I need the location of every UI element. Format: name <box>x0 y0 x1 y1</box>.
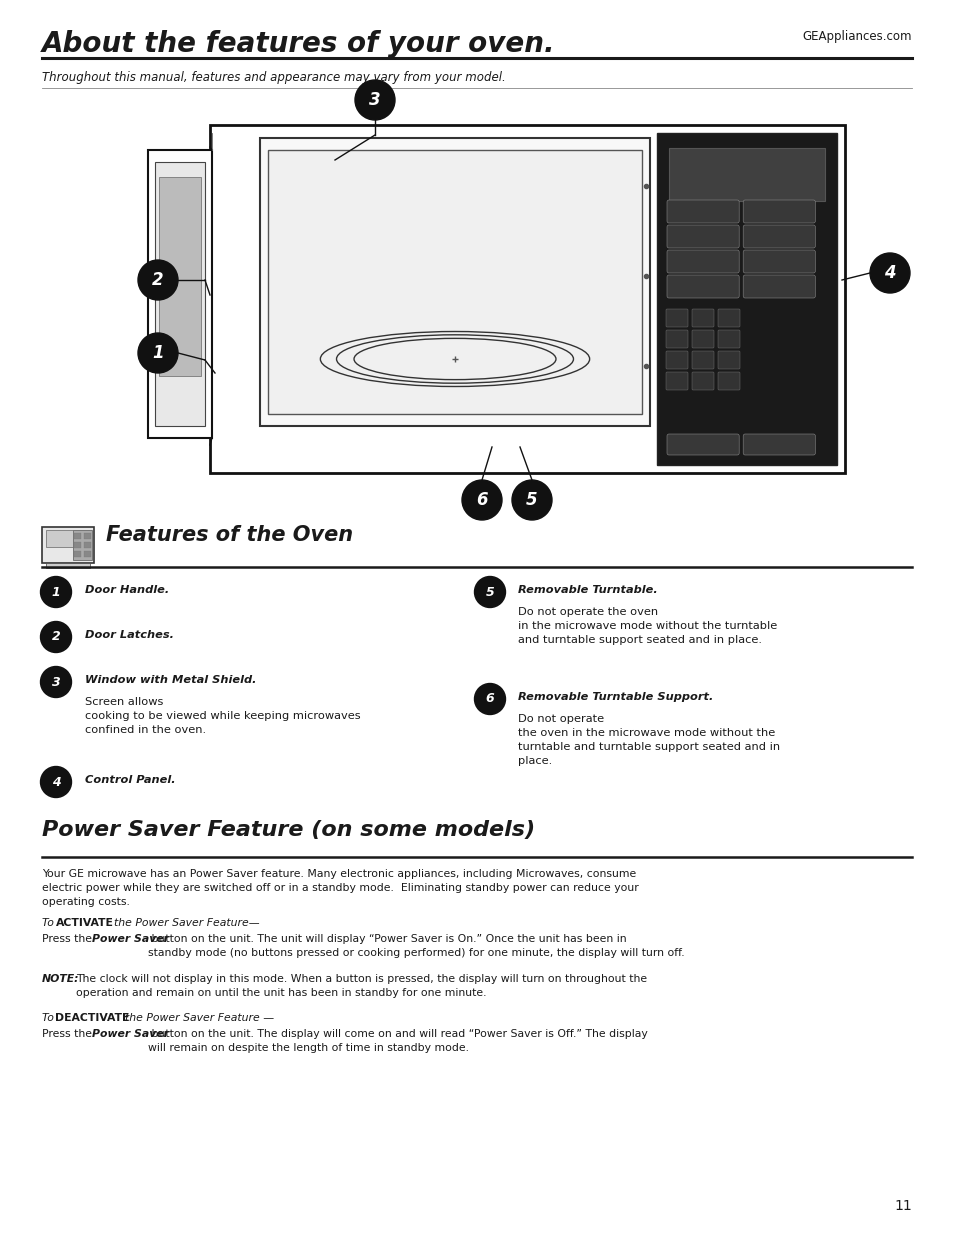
FancyBboxPatch shape <box>718 330 740 348</box>
FancyBboxPatch shape <box>665 351 687 369</box>
Text: Power Saver Feature (on some models): Power Saver Feature (on some models) <box>42 820 535 840</box>
FancyBboxPatch shape <box>718 351 740 369</box>
Text: The clock will not display in this mode. When a button is pressed, the display w: The clock will not display in this mode.… <box>76 974 647 998</box>
FancyBboxPatch shape <box>718 372 740 390</box>
Circle shape <box>40 767 71 798</box>
Bar <box>154 162 205 426</box>
Text: Do not operate the oven
in the microwave mode without the turntable
and turntabl: Do not operate the oven in the microwave… <box>517 606 777 645</box>
Text: About the features of your oven.: About the features of your oven. <box>42 30 555 58</box>
FancyBboxPatch shape <box>691 351 713 369</box>
Text: 5: 5 <box>485 585 494 599</box>
Circle shape <box>40 621 71 652</box>
Bar <box>46 563 90 568</box>
FancyBboxPatch shape <box>666 249 739 273</box>
Text: To: To <box>42 918 57 927</box>
FancyBboxPatch shape <box>665 330 687 348</box>
Text: Power Saver: Power Saver <box>91 1029 169 1039</box>
Text: Door Latches.: Door Latches. <box>85 630 173 640</box>
Text: 11: 11 <box>893 1199 911 1213</box>
Text: 6: 6 <box>485 693 494 705</box>
Circle shape <box>40 577 71 608</box>
Text: Removable Turntable.: Removable Turntable. <box>517 585 657 595</box>
FancyBboxPatch shape <box>718 309 740 327</box>
Circle shape <box>461 480 501 520</box>
FancyBboxPatch shape <box>666 433 739 454</box>
FancyBboxPatch shape <box>691 309 713 327</box>
Text: ACTIVATE: ACTIVATE <box>55 918 113 927</box>
FancyBboxPatch shape <box>691 330 713 348</box>
Bar <box>668 148 824 201</box>
Text: Press the: Press the <box>42 1029 95 1039</box>
Text: Removable Turntable Support.: Removable Turntable Support. <box>517 692 713 701</box>
Bar <box>260 138 649 426</box>
Bar <box>159 177 201 375</box>
Text: Screen allows
cooking to be viewed while keeping microwaves
confined in the oven: Screen allows cooking to be viewed while… <box>85 697 360 735</box>
Text: 2: 2 <box>51 631 60 643</box>
Bar <box>657 133 836 466</box>
Circle shape <box>869 253 909 293</box>
Text: 6: 6 <box>476 492 487 509</box>
Text: 4: 4 <box>883 264 895 282</box>
Text: the Power Saver Feature—: the Power Saver Feature— <box>113 918 259 927</box>
Text: Press the: Press the <box>42 934 95 944</box>
Text: To: To <box>42 1013 57 1023</box>
Text: Throughout this manual, features and appearance may vary from your model.: Throughout this manual, features and app… <box>42 70 505 84</box>
Bar <box>148 149 212 438</box>
Circle shape <box>40 667 71 698</box>
Text: Features of the Oven: Features of the Oven <box>106 525 353 545</box>
Circle shape <box>138 333 178 373</box>
Text: button on the unit. The unit will display “Power Saver is On.” Once the unit has: button on the unit. The unit will displa… <box>149 934 684 958</box>
FancyBboxPatch shape <box>666 225 739 248</box>
FancyBboxPatch shape <box>666 275 739 298</box>
FancyBboxPatch shape <box>691 372 713 390</box>
Bar <box>74 542 81 548</box>
Text: the Power Saver Feature —: the Power Saver Feature — <box>126 1013 274 1023</box>
Text: 3: 3 <box>51 676 60 688</box>
Circle shape <box>355 80 395 120</box>
Circle shape <box>474 577 505 608</box>
Text: 3: 3 <box>369 91 380 109</box>
Bar <box>210 125 844 473</box>
Text: Window with Metal Shield.: Window with Metal Shield. <box>85 676 256 685</box>
FancyBboxPatch shape <box>742 433 815 454</box>
Bar <box>46 530 73 547</box>
FancyBboxPatch shape <box>665 372 687 390</box>
Text: NOTE:: NOTE: <box>42 974 79 984</box>
Text: 1: 1 <box>51 585 60 599</box>
FancyBboxPatch shape <box>666 200 739 224</box>
Text: button on the unit. The display will come on and will read “Power Saver is Off.”: button on the unit. The display will com… <box>149 1029 648 1053</box>
FancyBboxPatch shape <box>742 200 815 224</box>
Text: GEAppliances.com: GEAppliances.com <box>801 30 911 43</box>
Circle shape <box>512 480 552 520</box>
Bar <box>73 530 91 559</box>
Bar <box>84 534 91 538</box>
Text: 5: 5 <box>526 492 537 509</box>
Text: DEACTIVATE: DEACTIVATE <box>55 1013 130 1023</box>
Bar <box>268 149 641 414</box>
Text: 4: 4 <box>51 776 60 788</box>
Text: Power Saver: Power Saver <box>91 934 169 944</box>
Text: Your GE microwave has an Power Saver feature. Many electronic appliances, includ: Your GE microwave has an Power Saver fea… <box>42 869 639 906</box>
Text: 1: 1 <box>152 345 164 362</box>
Text: 2: 2 <box>152 270 164 289</box>
Bar <box>74 534 81 538</box>
FancyBboxPatch shape <box>665 309 687 327</box>
Circle shape <box>474 683 505 715</box>
Circle shape <box>138 261 178 300</box>
Bar <box>84 542 91 548</box>
Bar <box>74 551 81 557</box>
Text: Do not operate
the oven in the microwave mode without the
turntable and turntabl: Do not operate the oven in the microwave… <box>517 714 780 766</box>
FancyBboxPatch shape <box>742 275 815 298</box>
Bar <box>84 551 91 557</box>
FancyBboxPatch shape <box>742 249 815 273</box>
Bar <box>42 527 94 563</box>
Text: Door Handle.: Door Handle. <box>85 585 169 595</box>
Text: Control Panel.: Control Panel. <box>85 776 175 785</box>
FancyBboxPatch shape <box>742 225 815 248</box>
